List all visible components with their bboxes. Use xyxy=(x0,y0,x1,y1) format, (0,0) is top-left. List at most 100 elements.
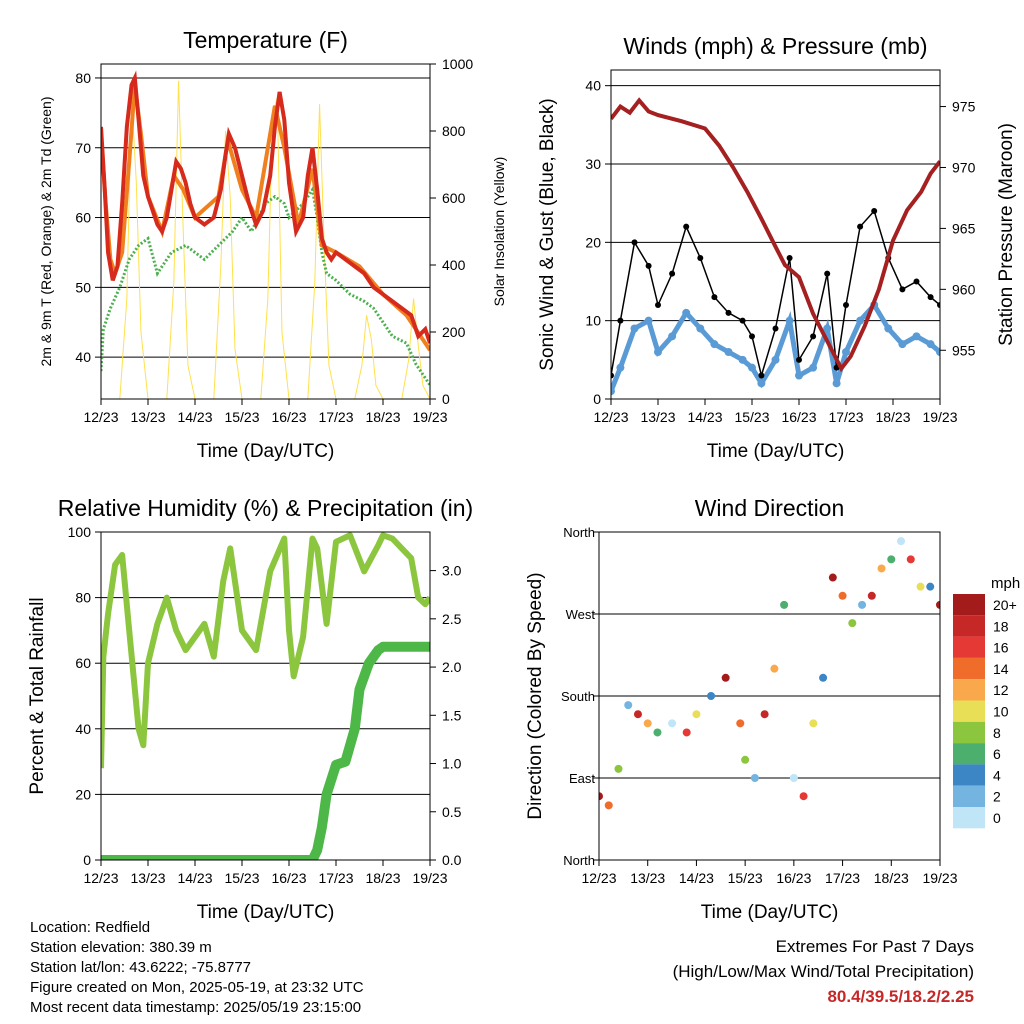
y-tick-label: 20 xyxy=(75,786,91,802)
x-tick-label: 16/23 xyxy=(776,870,811,886)
legend-swatch xyxy=(953,657,985,680)
y-right-tick-label: 975 xyxy=(952,99,976,115)
legend-label: 16 xyxy=(993,640,1009,656)
direction-point xyxy=(906,555,915,564)
y-tick-label: 0 xyxy=(83,852,91,868)
extremes-values: 80.4/39.5/18.2/2.25 xyxy=(827,987,974,1006)
x-tick-label: 15/23 xyxy=(224,409,259,425)
legend-swatch xyxy=(953,594,985,616)
y-right-tick-label: 400 xyxy=(442,257,466,273)
pressure-line xyxy=(611,97,940,373)
x-axis-label: Time (Day/UTC) xyxy=(197,441,335,462)
y-tick-label: 20 xyxy=(585,234,601,250)
x-axis-label: Time (Day/UTC) xyxy=(701,902,839,923)
y-tick-label: South xyxy=(561,689,595,704)
y-right-tick-label: 2.0 xyxy=(442,659,462,675)
extremes-subtitle: (High/Low/Max Wind/Total Precipitation) xyxy=(672,962,974,981)
legend-swatch xyxy=(953,700,985,722)
direction-point xyxy=(614,764,623,773)
y-right-tick-label: 200 xyxy=(442,324,466,340)
direction-point xyxy=(682,728,691,737)
legend-swatch xyxy=(953,743,985,765)
x-tick-label: 13/23 xyxy=(130,870,165,886)
x-tick-label: 18/23 xyxy=(365,409,400,425)
direction-point xyxy=(916,582,925,591)
y-axis-label: Direction (Colored By Speed) xyxy=(525,572,546,819)
x-tick-label: 19/23 xyxy=(922,870,957,886)
legend-swatch xyxy=(953,636,985,658)
direction-point xyxy=(633,710,642,719)
solar-line xyxy=(101,80,430,399)
y-right-tick-label: 1.0 xyxy=(442,756,462,772)
direction-point xyxy=(741,755,750,764)
elevation-text: Station elevation: 380.39 m xyxy=(30,939,212,956)
legend-swatch xyxy=(953,615,985,637)
y-right-tick-label: 800 xyxy=(442,123,466,139)
legend-label: 18 xyxy=(993,618,1009,634)
y-tick-label: 40 xyxy=(75,721,91,737)
direction-point xyxy=(707,692,716,700)
x-tick-label: 16/23 xyxy=(271,409,306,425)
temp-2m-line xyxy=(101,70,430,344)
plot-area xyxy=(599,537,940,810)
direction-point xyxy=(897,537,906,546)
y-axis-label: 2m & 9m T (Red, Orange) & 2m Td (Green) xyxy=(38,97,54,367)
x-tick-label: 19/23 xyxy=(412,409,447,425)
created-text: Figure created on Mon, 2025-05-19, at 23… xyxy=(30,979,364,996)
y-right-tick-label: 955 xyxy=(952,342,976,358)
y-axis-right-label: Station Pressure (Maroon) xyxy=(996,123,1017,346)
legend-label: 4 xyxy=(993,767,1001,783)
winds-pressure-panel: Winds (mph) & Pressure (mb) Time (Day/UTC… xyxy=(537,33,1017,462)
x-tick-label: 14/23 xyxy=(177,870,212,886)
speed-legend: mph 20+ 18 16 14 12 10 8 6 4 2 0 xyxy=(953,575,1020,829)
x-tick-label: 17/23 xyxy=(828,409,863,425)
direction-point xyxy=(887,555,896,564)
legend-swatch xyxy=(953,785,985,807)
legend-label: 0 xyxy=(993,810,1001,826)
y-tick-label: 30 xyxy=(585,156,601,172)
wind-points-trace xyxy=(611,300,940,393)
direction-point xyxy=(770,664,779,673)
x-tick-label: 19/23 xyxy=(922,409,957,425)
y-right-tick-label: 1000 xyxy=(442,56,473,72)
plot-frame xyxy=(598,531,941,861)
x-tick-label: 17/23 xyxy=(318,409,353,425)
y-tick-label: 60 xyxy=(75,210,91,226)
y-tick-label: 70 xyxy=(75,140,91,156)
legend-swatch xyxy=(953,764,985,786)
legend-label: 12 xyxy=(993,682,1009,698)
humidity-precip-panel: Relative Humidity (%) & Precipitation (i… xyxy=(27,495,473,923)
x-tick-label: 12/23 xyxy=(581,870,616,886)
x-tick-label: 14/23 xyxy=(687,409,722,425)
direction-point xyxy=(858,600,867,609)
chart-title: Wind Direction xyxy=(695,495,845,521)
chart-title: Relative Humidity (%) & Precipitation (i… xyxy=(58,495,473,521)
temperature-panel: Temperature (F) Time (Day/UTC) 2m & 9m T (… xyxy=(38,27,507,462)
dewpoint-line xyxy=(101,185,430,386)
direction-point xyxy=(838,591,847,600)
direction-point xyxy=(668,719,677,728)
station-info: Location: Redfield Station elevation: 38… xyxy=(30,918,364,1018)
y-tick-label: 40 xyxy=(585,78,601,94)
x-tick-label: 12/23 xyxy=(593,409,628,425)
direction-point xyxy=(624,701,633,710)
x-tick-label: 14/23 xyxy=(177,409,212,425)
legend-swatch xyxy=(953,679,985,701)
x-tick-label: 13/23 xyxy=(640,409,675,425)
direction-point xyxy=(828,573,837,582)
x-tick-label: 13/23 xyxy=(130,409,165,425)
y-right-tick-label: 0 xyxy=(442,391,450,407)
direction-point xyxy=(643,719,652,728)
extremes-title: Extremes For Past 7 Days xyxy=(775,937,974,956)
x-tick-label: 12/23 xyxy=(83,409,118,425)
y-tick-label: North xyxy=(563,525,595,540)
legend-label: 6 xyxy=(993,746,1001,762)
y-tick-label: 0 xyxy=(593,391,601,407)
legend-label: 14 xyxy=(993,661,1009,677)
plot-area xyxy=(611,97,940,396)
y-axis-right-label: Solar Insolation (Yellow) xyxy=(491,157,507,307)
precip-line xyxy=(101,641,430,860)
wind-direction-panel: Wind Direction Time (Day/UTC) Direction (C… xyxy=(525,495,958,923)
x-axis-label: Time (Day/UTC) xyxy=(197,902,335,923)
